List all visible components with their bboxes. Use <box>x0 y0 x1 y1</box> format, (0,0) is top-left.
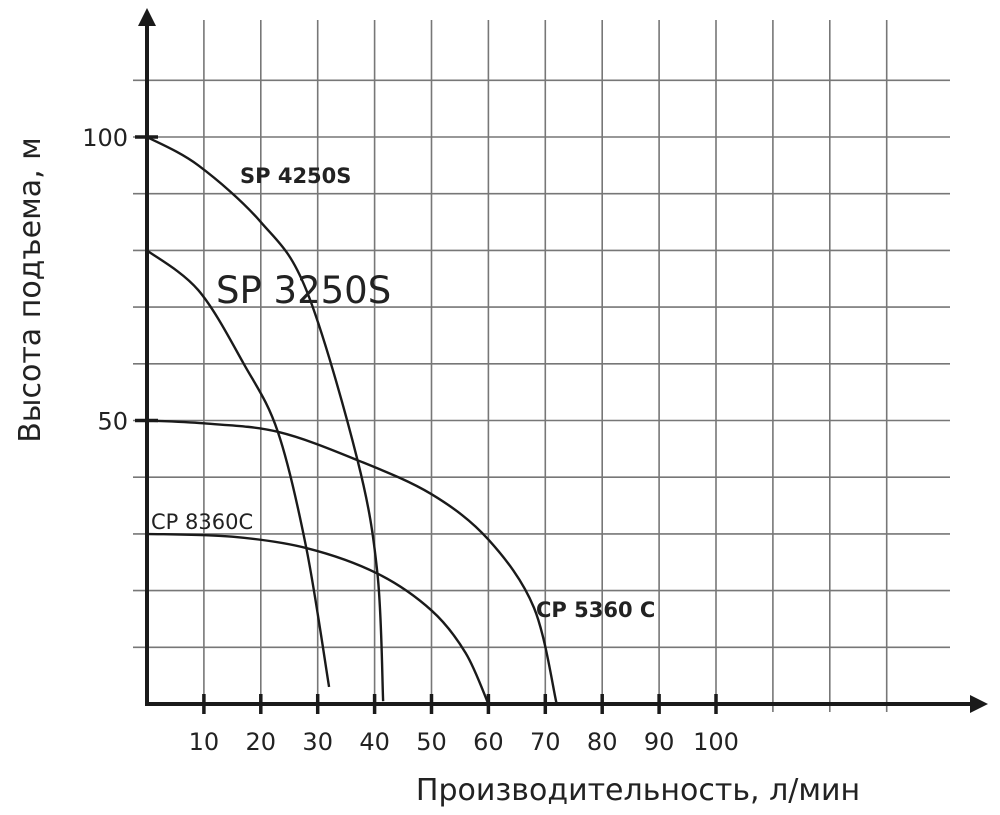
x-tick-label: 30 <box>302 728 333 756</box>
series-label-sp4250s: SP 4250S <box>240 164 351 188</box>
curves <box>146 135 558 705</box>
series-line-cp8360c <box>146 532 490 705</box>
x-tick-label: 10 <box>189 728 220 756</box>
x-axis-arrow <box>970 695 988 713</box>
x-tick-label: 90 <box>644 728 675 756</box>
series-line-sp4250s <box>146 135 385 702</box>
x-tick-label: 40 <box>359 728 390 756</box>
ticks: 10 20 30 40 50 60 70 80 90 100 50 100 <box>82 124 739 756</box>
series-label-cp5360c: CP 5360 C <box>536 598 655 622</box>
y-axis-arrow <box>138 8 156 26</box>
series-label-cp8360c: CP 8360C <box>151 510 253 534</box>
series-label-sp3250s: SP 3250S <box>216 269 391 312</box>
x-tick-label: 70 <box>530 728 561 756</box>
x-tick-label: 80 <box>587 728 618 756</box>
series-line-cp5360c <box>146 419 558 705</box>
x-axis-label: Производительность, л/мин <box>416 773 860 808</box>
x-tick-label: 100 <box>693 728 739 756</box>
y-tick-label: 100 <box>82 124 128 152</box>
x-tick-label: 60 <box>473 728 504 756</box>
series-line-sp3250s <box>146 249 331 688</box>
series-labels: SP 4250S SP 3250S CP 5360 C CP 8360C <box>151 164 655 622</box>
y-tick-label: 50 <box>97 408 128 436</box>
y-axis-label: Высота подъема, м <box>13 137 48 443</box>
grid <box>133 20 950 712</box>
x-tick-label: 20 <box>246 728 277 756</box>
x-tick-label: 50 <box>416 728 447 756</box>
